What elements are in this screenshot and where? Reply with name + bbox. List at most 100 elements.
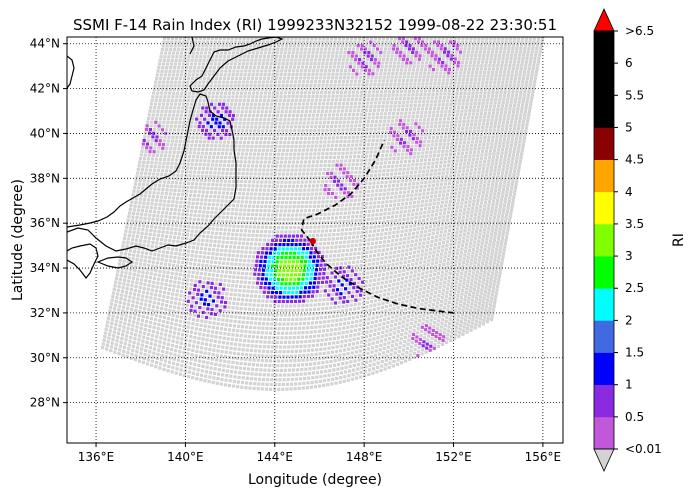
- swath-pixel: [230, 167, 234, 172]
- swath-pixel: [219, 73, 223, 77]
- swath-pixel: [338, 76, 342, 80]
- swath-pixel: [357, 222, 362, 226]
- swath-pixel: [281, 196, 285, 201]
- swath-pixel: [377, 173, 381, 177]
- swath-pixel: [437, 78, 442, 82]
- swath-pixel: [306, 144, 310, 148]
- swath-pixel: [334, 79, 338, 83]
- swath-pixel: [222, 163, 226, 167]
- swath-pixel: [532, 63, 536, 67]
- swath-pixel: [157, 102, 162, 106]
- swath-pixel: [372, 68, 376, 72]
- swath-pixel: [346, 124, 350, 128]
- swath-pixel: [275, 188, 279, 192]
- rain-pixel: [287, 234, 291, 238]
- swath-pixel: [355, 214, 359, 219]
- swath-pixel: [437, 124, 441, 128]
- swath-pixel: [254, 168, 258, 172]
- swath-pixel: [403, 47, 407, 51]
- swath-pixel: [238, 80, 242, 84]
- swath-pixel: [238, 164, 242, 168]
- swath-pixel: [458, 212, 462, 216]
- swath-pixel: [485, 101, 489, 105]
- swath-pixel: [505, 104, 509, 108]
- swath-pixel: [435, 114, 439, 118]
- rain-pixel: [211, 136, 215, 140]
- swath-pixel: [387, 72, 391, 76]
- swath-pixel: [439, 50, 443, 54]
- swath-pixel: [233, 220, 237, 224]
- swath-pixel: [425, 173, 429, 177]
- swath-pixel: [349, 203, 353, 207]
- swath-pixel: [433, 37, 437, 41]
- swath-pixel: [276, 110, 280, 114]
- swath-pixel: [222, 140, 227, 144]
- swath-pixel: [368, 108, 372, 112]
- swath-pixel: [384, 228, 389, 232]
- swath-pixel: [278, 168, 282, 172]
- swath-pixel: [477, 37, 481, 41]
- swath-pixel: [349, 223, 353, 227]
- swath-pixel: [312, 208, 316, 213]
- swath-pixel: [515, 179, 519, 183]
- swath-pixel: [430, 191, 434, 195]
- swath-pixel: [426, 96, 430, 100]
- swath-pixel: [363, 190, 367, 194]
- swath-pixel: [252, 229, 256, 233]
- swath-pixel: [186, 162, 190, 166]
- swath-pixel: [506, 53, 510, 57]
- swath-pixel: [161, 102, 166, 106]
- swath-pixel: [342, 79, 346, 83]
- swath-pixel: [287, 164, 291, 168]
- swath-pixel: [254, 76, 258, 80]
- swath-pixel: [294, 76, 298, 80]
- swath-pixel: [453, 127, 457, 131]
- swath-pixel: [176, 47, 180, 52]
- swath-pixel: [180, 91, 184, 95]
- rain-pixel: [326, 171, 330, 176]
- swath-pixel: [369, 105, 373, 109]
- swath-pixel: [381, 40, 385, 44]
- swath-pixel: [195, 113, 199, 117]
- swath-pixel: [451, 138, 455, 142]
- swath-pixel: [530, 93, 534, 97]
- swath-pixel: [462, 144, 466, 148]
- swath-pixel: [194, 140, 198, 144]
- swath-pixel: [314, 58, 318, 62]
- swath-pixel: [417, 147, 421, 151]
- swath-pixel: [167, 199, 171, 204]
- rain-pixel: [224, 110, 228, 114]
- swath-pixel: [506, 160, 510, 164]
- swath-pixel: [302, 80, 306, 84]
- swath-pixel: [181, 66, 185, 70]
- swath-pixel: [300, 87, 304, 91]
- swath-pixel: [450, 188, 454, 192]
- swath-pixel: [146, 138, 150, 143]
- swath-pixel: [154, 225, 158, 229]
- swath-pixel: [522, 119, 526, 124]
- swath-pixel: [277, 106, 281, 110]
- swath-pixel: [165, 124, 169, 128]
- swath-pixel: [494, 138, 499, 142]
- swath-pixel: [243, 140, 247, 144]
- swath-pixel: [400, 86, 404, 90]
- swath-pixel: [517, 143, 521, 147]
- swath-pixel: [342, 147, 346, 151]
- swath-pixel: [497, 191, 501, 195]
- rain-pixel: [428, 64, 432, 68]
- swath-pixel: [351, 139, 355, 143]
- swath-pixel: [478, 164, 482, 168]
- swath-pixel: [242, 99, 246, 103]
- rain-pixel: [408, 43, 412, 48]
- swath-pixel: [447, 113, 451, 117]
- swath-pixel: [396, 206, 400, 211]
- swath-pixel: [347, 139, 351, 143]
- swath-pixel: [235, 228, 239, 233]
- swath-pixel: [292, 47, 296, 51]
- swath-pixel: [469, 172, 473, 176]
- swath-pixel: [525, 123, 529, 127]
- swath-pixel: [206, 80, 210, 84]
- swath-pixel: [237, 65, 241, 69]
- swath-pixel: [275, 140, 279, 145]
- swath-pixel: [246, 76, 250, 80]
